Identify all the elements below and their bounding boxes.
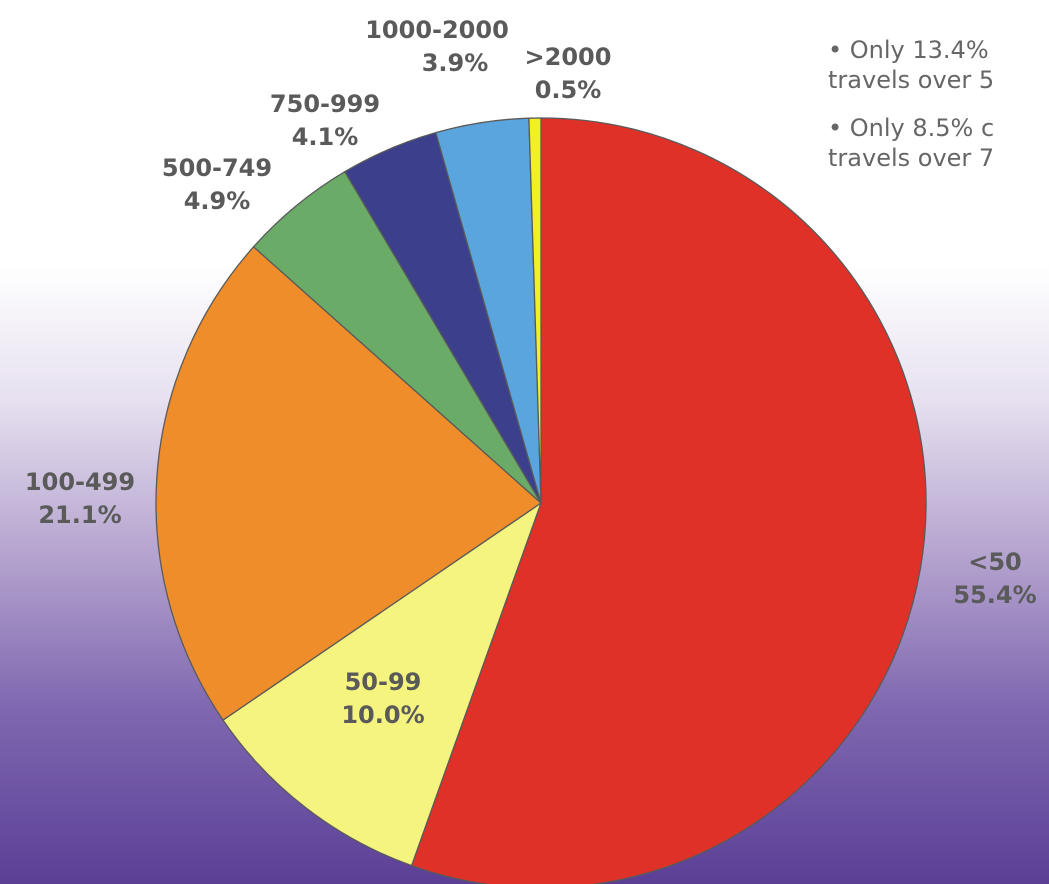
pie-slice — [410, 117, 927, 884]
slice-category-label: 750-999 — [270, 90, 380, 118]
slice-category-label: 500-749 — [162, 154, 272, 182]
slice-value-label: 21.1% — [38, 501, 121, 529]
note-item: • Only 13.4% travels over 5 — [828, 35, 1049, 95]
note-line: • Only 8.5% c — [828, 114, 995, 142]
slice-value-label: 3.9% — [422, 49, 489, 77]
note-item: • Only 8.5% c travels over 7 — [828, 113, 1049, 173]
slice-category-label: 50-99 — [345, 668, 422, 696]
pie-slice — [155, 245, 543, 721]
note-line: travels over 5 — [828, 66, 995, 94]
slice-category-label: 100-499 — [25, 468, 135, 496]
pie-slice — [528, 117, 542, 504]
slice-category-label: >2000 — [525, 43, 612, 71]
note-line: • Only 13.4% — [828, 36, 989, 64]
pie-labels: <50 55.4% 50-99 10.0% 100-499 21.1% 500-749 4.9… — [25, 16, 1037, 729]
slice-value-label: 55.4% — [953, 581, 1036, 609]
note-line: travels over 7 — [828, 144, 995, 172]
slice-value-label: 4.1% — [292, 123, 359, 151]
slice-category-label: 1000-2000 — [365, 16, 509, 44]
slice-value-label: 0.5% — [535, 76, 602, 104]
pie-slice — [222, 501, 543, 867]
slice-value-label: 10.0% — [341, 701, 424, 729]
slice-category-label: <50 — [968, 548, 1022, 576]
slice-value-label: 4.9% — [184, 187, 251, 215]
pie-slices — [155, 117, 927, 884]
